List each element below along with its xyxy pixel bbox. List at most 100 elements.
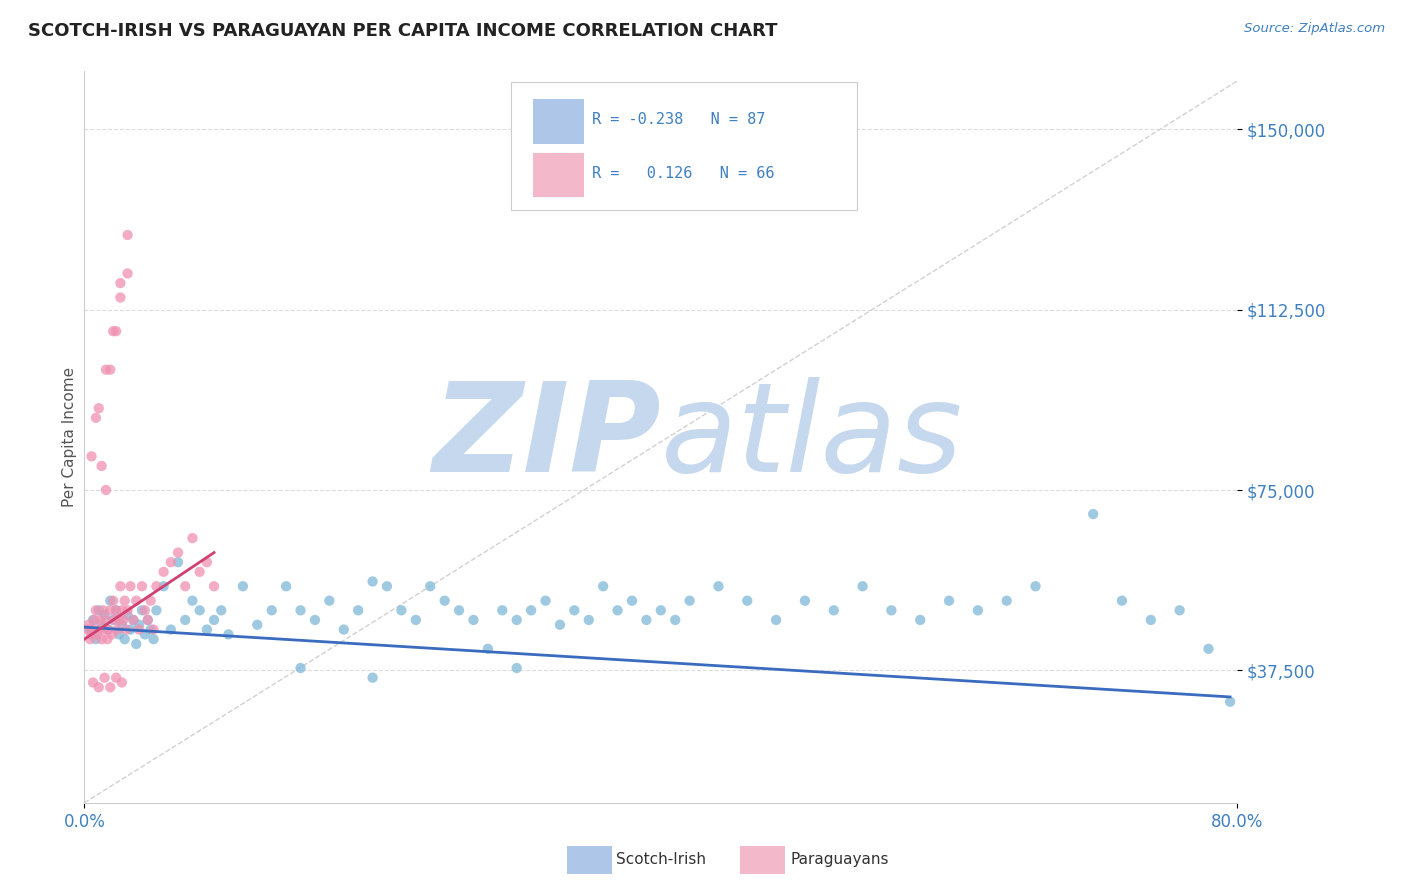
Point bbox=[174, 613, 197, 627]
Point bbox=[152, 565, 174, 579]
Point bbox=[98, 681, 121, 695]
Point bbox=[139, 623, 162, 637]
Point bbox=[209, 603, 232, 617]
Point bbox=[107, 623, 129, 637]
Point bbox=[84, 603, 107, 617]
Point bbox=[142, 623, 165, 637]
Point bbox=[477, 641, 499, 656]
Point bbox=[548, 617, 571, 632]
Point bbox=[195, 623, 218, 637]
Point bbox=[491, 603, 513, 617]
Text: SCOTCH-IRISH VS PARAGUAYAN PER CAPITA INCOME CORRELATION CHART: SCOTCH-IRISH VS PARAGUAYAN PER CAPITA IN… bbox=[28, 22, 778, 40]
Point bbox=[103, 324, 124, 338]
Point bbox=[520, 603, 543, 617]
Point bbox=[84, 632, 107, 647]
Point bbox=[122, 613, 145, 627]
Point bbox=[218, 627, 240, 641]
Point bbox=[103, 613, 124, 627]
Point bbox=[89, 613, 111, 627]
Point bbox=[87, 623, 110, 637]
Point bbox=[636, 613, 658, 627]
Point bbox=[142, 632, 165, 647]
Point bbox=[1083, 507, 1105, 521]
Point bbox=[114, 632, 136, 647]
Point bbox=[112, 613, 135, 627]
Point bbox=[82, 623, 104, 637]
Point bbox=[96, 632, 118, 647]
Point bbox=[98, 593, 121, 607]
Point bbox=[361, 671, 384, 685]
Point bbox=[103, 593, 124, 607]
Point bbox=[105, 603, 128, 617]
Point bbox=[104, 613, 127, 627]
Point bbox=[120, 623, 142, 637]
Point bbox=[167, 545, 190, 559]
Point bbox=[375, 579, 398, 593]
Point bbox=[110, 579, 132, 593]
Point bbox=[1025, 579, 1047, 593]
Point bbox=[433, 593, 456, 607]
Point bbox=[90, 632, 112, 647]
Point bbox=[111, 617, 134, 632]
Point bbox=[823, 603, 845, 617]
Point bbox=[765, 613, 787, 627]
Point bbox=[93, 671, 115, 685]
Point bbox=[115, 623, 138, 637]
Y-axis label: Per Capita Income: Per Capita Income bbox=[62, 367, 77, 508]
Text: ZIP: ZIP bbox=[432, 376, 661, 498]
FancyBboxPatch shape bbox=[533, 153, 583, 197]
Point bbox=[318, 593, 340, 607]
Point bbox=[120, 579, 142, 593]
Point bbox=[93, 623, 115, 637]
Point bbox=[419, 579, 441, 593]
Point bbox=[707, 579, 730, 593]
Point bbox=[664, 613, 686, 627]
Text: R =   0.126   N = 66: R = 0.126 N = 66 bbox=[592, 166, 775, 180]
FancyBboxPatch shape bbox=[533, 99, 583, 144]
Point bbox=[506, 613, 529, 627]
Point bbox=[606, 603, 628, 617]
Point bbox=[117, 227, 139, 242]
Point bbox=[534, 593, 557, 607]
Point bbox=[122, 613, 145, 627]
Point bbox=[94, 362, 117, 376]
Point bbox=[90, 617, 112, 632]
Point bbox=[852, 579, 875, 593]
Point bbox=[128, 617, 150, 632]
Point bbox=[276, 579, 298, 593]
Point bbox=[195, 555, 218, 569]
Point bbox=[83, 613, 105, 627]
Point bbox=[152, 579, 174, 593]
Point bbox=[128, 623, 150, 637]
Point bbox=[506, 661, 529, 675]
Point bbox=[93, 608, 115, 623]
Point bbox=[82, 675, 104, 690]
Point bbox=[79, 623, 101, 637]
Point bbox=[160, 555, 183, 569]
Point bbox=[1198, 641, 1220, 656]
Point bbox=[232, 579, 254, 593]
Point bbox=[910, 613, 932, 627]
Point bbox=[91, 603, 114, 617]
Point bbox=[80, 450, 103, 464]
Point bbox=[87, 401, 110, 416]
Point bbox=[110, 291, 132, 305]
Point bbox=[79, 632, 101, 647]
Point bbox=[96, 623, 118, 637]
Point bbox=[117, 608, 139, 623]
Point bbox=[449, 603, 471, 617]
Point bbox=[105, 324, 128, 338]
Point bbox=[181, 531, 204, 545]
Point bbox=[98, 603, 121, 617]
Point bbox=[650, 603, 672, 617]
Point bbox=[86, 627, 108, 641]
Point bbox=[117, 603, 139, 617]
Point bbox=[98, 362, 121, 376]
Point bbox=[139, 593, 162, 607]
FancyBboxPatch shape bbox=[510, 82, 856, 211]
Point bbox=[136, 613, 159, 627]
Point bbox=[111, 675, 134, 690]
Point bbox=[304, 613, 326, 627]
Point bbox=[1140, 613, 1163, 627]
Point bbox=[1219, 695, 1241, 709]
